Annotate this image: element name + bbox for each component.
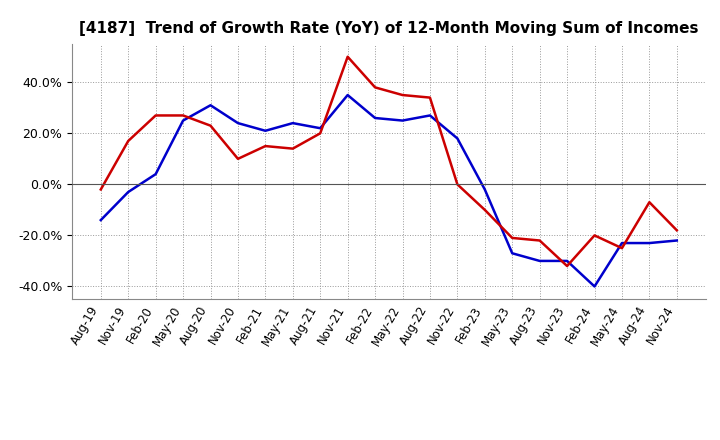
Net Income Growth Rate [590,233,599,238]
Net Income Growth Rate [179,113,187,118]
Ordinary Income Growth Rate [179,118,187,123]
Net Income Growth Rate [672,227,681,233]
Net Income Growth Rate [508,235,516,241]
Ordinary Income Growth Rate [590,284,599,289]
Net Income Growth Rate [124,138,132,143]
Ordinary Income Growth Rate [233,121,242,126]
Net Income Growth Rate [618,246,626,251]
Net Income Growth Rate [480,207,489,213]
Net Income Growth Rate [563,264,572,269]
Ordinary Income Growth Rate [151,172,160,177]
Ordinary Income Growth Rate [563,258,572,264]
Ordinary Income Growth Rate [261,128,270,133]
Ordinary Income Growth Rate [536,258,544,264]
Net Income Growth Rate [371,85,379,90]
Line: Ordinary Income Growth Rate: Ordinary Income Growth Rate [101,95,677,286]
Net Income Growth Rate [316,131,325,136]
Line: Net Income Growth Rate: Net Income Growth Rate [101,57,677,266]
Ordinary Income Growth Rate [289,121,297,126]
Net Income Growth Rate [426,95,434,100]
Ordinary Income Growth Rate [508,251,516,256]
Ordinary Income Growth Rate [206,103,215,108]
Ordinary Income Growth Rate [371,115,379,121]
Ordinary Income Growth Rate [480,187,489,192]
Net Income Growth Rate [96,187,105,192]
Net Income Growth Rate [398,92,407,98]
Ordinary Income Growth Rate [343,92,352,98]
Ordinary Income Growth Rate [398,118,407,123]
Legend: Ordinary Income Growth Rate, Net Income Growth Rate: Ordinary Income Growth Rate, Net Income … [163,438,615,440]
Ordinary Income Growth Rate [672,238,681,243]
Net Income Growth Rate [645,200,654,205]
Ordinary Income Growth Rate [426,113,434,118]
Ordinary Income Growth Rate [618,240,626,246]
Ordinary Income Growth Rate [96,217,105,223]
Title: [4187]  Trend of Growth Rate (YoY) of 12-Month Moving Sum of Incomes: [4187] Trend of Growth Rate (YoY) of 12-… [79,21,698,36]
Ordinary Income Growth Rate [316,125,325,131]
Net Income Growth Rate [453,182,462,187]
Net Income Growth Rate [151,113,160,118]
Net Income Growth Rate [536,238,544,243]
Ordinary Income Growth Rate [453,136,462,141]
Net Income Growth Rate [261,143,270,149]
Net Income Growth Rate [343,54,352,59]
Ordinary Income Growth Rate [124,189,132,194]
Net Income Growth Rate [206,123,215,128]
Net Income Growth Rate [233,156,242,161]
Ordinary Income Growth Rate [645,240,654,246]
Net Income Growth Rate [289,146,297,151]
